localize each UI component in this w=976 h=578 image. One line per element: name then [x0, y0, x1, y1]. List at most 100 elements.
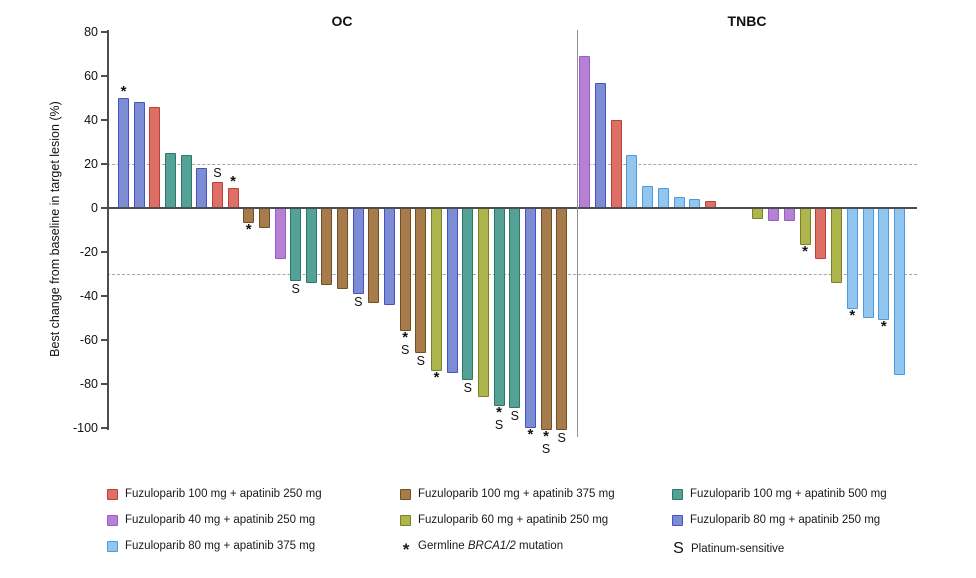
bar: [133, 102, 145, 208]
bar: [399, 208, 411, 332]
bar: [509, 208, 521, 409]
bar: [493, 208, 505, 406]
legend-label: Fuzuloparib 80 mg + apatinib 250 mg: [690, 514, 881, 526]
bar: [164, 153, 176, 208]
brca-mutation-mark: *: [849, 307, 856, 325]
chart-legend: Fuzuloparib 100 mg + apatinib 250 mg Fuzu…: [0, 480, 976, 578]
y-tick-label: 80: [84, 25, 98, 39]
platinum-sensitive-mark: S: [291, 281, 300, 296]
bar: [431, 208, 442, 371]
bar: [626, 155, 638, 208]
y-tick: [101, 251, 107, 253]
bar: [290, 208, 302, 281]
y-tick-label: 0: [91, 201, 98, 215]
bar: [352, 208, 364, 294]
legend-swatch-purple: [107, 514, 118, 526]
y-tick-label: -100: [72, 421, 98, 435]
bar: [556, 208, 568, 431]
panel-title-oc: OC: [331, 13, 353, 29]
panel-title-tnbc: TNBC: [727, 13, 767, 29]
bar: [594, 82, 606, 208]
bar: [642, 186, 653, 208]
y-tick: [101, 163, 107, 165]
y-tick-label: -60: [79, 333, 98, 347]
bar: [752, 208, 764, 219]
legend-item: Fuzuloparib 60 mg + apatinib 250 mg: [400, 514, 608, 526]
bar: [477, 208, 489, 398]
x-axis-baseline: [107, 207, 917, 209]
platinum-sensitive-mark: S: [354, 294, 363, 309]
legend-item: Fuzuloparib 100 mg + apatinib 375 mg: [400, 488, 615, 500]
brca-mutation-mark: *: [245, 221, 252, 239]
bar: [878, 208, 890, 321]
bar: [894, 208, 905, 376]
bar: [799, 208, 811, 246]
brca-mutation-mark: *: [433, 368, 440, 386]
bar: [462, 208, 474, 380]
y-tick: [101, 119, 107, 121]
brca-mutation-mark: *: [527, 426, 534, 443]
brca-mutation-mark: *: [120, 83, 127, 100]
legend-item: Fuzuloparib 100 mg + apatinib 500 mg: [672, 488, 887, 500]
legend-swatch-red: [107, 488, 118, 500]
bar: [783, 208, 795, 222]
panel-divider: [577, 30, 578, 437]
platinum-sensitive-mark: S: [510, 409, 519, 424]
y-tick-label: 60: [84, 69, 98, 83]
y-tick: [101, 75, 107, 77]
y-tick: [101, 295, 107, 297]
bar: [446, 208, 458, 373]
legend-label: Fuzuloparib 100 mg + apatinib 375 mg: [418, 488, 615, 500]
legend-label: Fuzuloparib 100 mg + apatinib 250 mg: [125, 488, 322, 500]
bar: [540, 208, 552, 431]
brca-mutation-mark: *: [802, 243, 808, 261]
legend-item: * Germline BRCA1/2 mutation: [402, 540, 564, 559]
y-tick-label: 20: [84, 157, 98, 171]
platinum-sensitive-mark: S: [673, 540, 684, 557]
bar: [196, 168, 208, 208]
y-tick: [101, 427, 107, 429]
bar: [149, 106, 161, 208]
y-tick-label: -20: [79, 245, 98, 259]
bar: [305, 208, 317, 283]
y-tick-label: 40: [84, 113, 98, 127]
bar: [337, 208, 349, 290]
bar: [227, 188, 239, 208]
bar: [524, 208, 536, 428]
bar: [657, 188, 669, 208]
platinum-sensitive-mark: S: [557, 431, 566, 446]
y-tick-label: -80: [79, 377, 98, 391]
y-tick-label: -40: [79, 289, 98, 303]
y-tick: [101, 383, 107, 385]
bar: [211, 181, 223, 208]
platinum-sensitive-mark: S: [213, 165, 222, 180]
y-tick: [101, 31, 107, 33]
legend-swatch-sky: [107, 540, 118, 552]
bar: [180, 155, 192, 208]
legend-swatch-olive: [400, 514, 411, 526]
bar: [321, 208, 333, 285]
platinum-sensitive-mark: S: [494, 418, 504, 432]
reference-line: [107, 164, 917, 165]
legend-swatch-slate: [672, 514, 683, 526]
legend-item: S Platinum-sensitive: [672, 540, 784, 558]
bar: [610, 120, 622, 208]
legend-label: Germline BRCA1/2 mutation: [418, 540, 564, 552]
brca-mutation-mark: *: [496, 404, 503, 421]
legend-item: Fuzuloparib 100 mg + apatinib 250 mg: [107, 488, 322, 500]
legend-label: Platinum-sensitive: [691, 543, 785, 555]
bar: [274, 208, 286, 259]
bar: [368, 208, 380, 303]
chart-plot-area: * S * * S S * S S * S * S S * * S S * * * 80 60 40 20 0 -20 -40 -60-…: [72, 25, 917, 455]
bar: [415, 208, 427, 354]
bar: [846, 208, 858, 310]
legend-swatch-brown: [400, 488, 411, 500]
platinum-sensitive-mark: S: [416, 354, 426, 369]
bar: [258, 208, 270, 228]
platinum-sensitive-mark: S: [401, 343, 410, 358]
legend-item: Fuzuloparib 80 mg + apatinib 375 mg: [107, 540, 315, 552]
bar: [243, 208, 255, 224]
y-tick: [101, 207, 107, 209]
legend-label: Fuzuloparib 80 mg + apatinib 375 mg: [125, 540, 316, 552]
